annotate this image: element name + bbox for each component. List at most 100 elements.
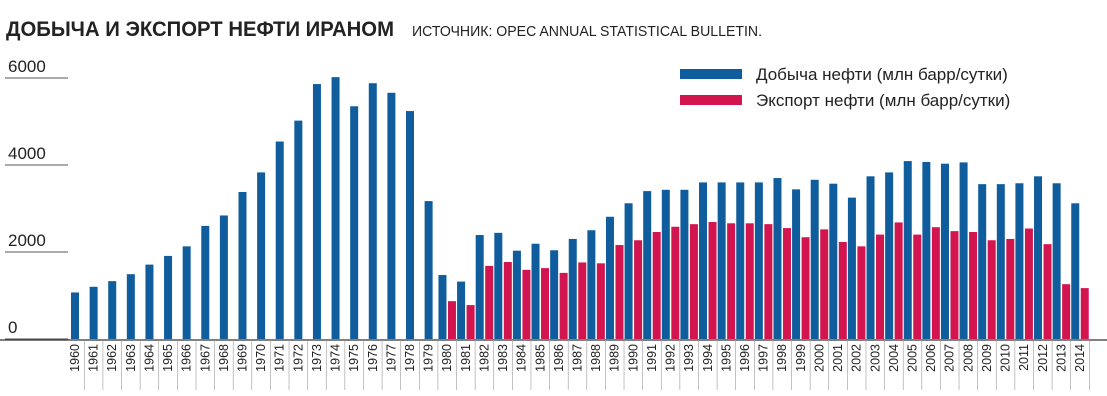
legend-label: Добыча нефти (млн барр/сутки) [756,65,1008,84]
y-tick-label: 4000 [8,144,46,163]
x-tick-label: 1994 [701,344,715,372]
bar [959,162,968,339]
chart-subtitle: ИСТОЧНИК: OPEC ANNUAL STATISTICAL BULLET… [412,23,762,40]
y-tick-label: 6000 [8,57,46,76]
x-tick-label: 1970 [254,344,268,372]
bar [978,184,987,339]
x-tick-label: 2006 [924,344,938,372]
bar [568,238,577,339]
bar [1071,203,1080,339]
bar [531,243,540,339]
bar [810,179,819,339]
x-tick-label: 1978 [403,344,417,372]
x-tick-label: 1975 [347,344,361,372]
bar [913,234,922,339]
bar [922,161,931,339]
bar [596,263,605,339]
legend-swatch [680,95,742,105]
x-tick-label: 2010 [999,344,1013,372]
bar [754,182,763,339]
bar [1062,284,1071,339]
x-tick-label: 2013 [1054,344,1068,372]
legend-label: Экспорт нефти (млн барр/сутки) [756,91,1010,110]
bar [331,77,340,339]
x-tick-label: 2000 [812,344,826,372]
x-tick-label: 1969 [236,344,250,372]
bar [219,215,228,339]
bar [350,106,359,340]
bar [368,83,377,339]
bar [201,225,210,339]
x-tick-label: 1965 [161,344,175,372]
x-tick-label: 1985 [533,344,547,372]
x-tick-label: 2002 [850,344,864,372]
x-tick-label: 2011 [1017,344,1031,371]
bar [689,224,698,339]
bar [312,84,321,339]
x-tick-label: 1993 [682,344,696,372]
bar [1080,288,1089,339]
legend-swatch [680,69,742,79]
bar [126,274,135,339]
x-tick-label: 1997 [757,344,771,372]
bar [652,231,661,339]
x-tick-label: 2001 [831,344,845,372]
bar [1043,244,1052,339]
bar [708,221,717,339]
bar [987,240,996,339]
bar [736,182,745,339]
bar [876,234,885,339]
bar [578,262,587,339]
bar [485,265,494,339]
bar [931,227,940,339]
bar [71,292,79,339]
x-tick-label: 1989 [608,344,622,372]
bar [727,223,736,339]
x-tick-label: 1963 [124,344,138,372]
x-tick-label: 1972 [291,344,305,372]
bar [1034,176,1043,339]
bar [717,182,726,339]
x-tick-label: 1986 [552,344,566,372]
bar [996,184,1005,339]
x-tick-label: 1987 [571,344,585,372]
x-tick-label: 1977 [384,344,398,372]
bar [838,241,847,339]
x-tick-label: 1982 [477,344,491,372]
bar [406,111,414,339]
x-tick-label: 1991 [645,344,659,372]
bar [847,197,856,339]
bar [182,246,191,339]
bar [387,92,396,339]
bar [680,189,689,339]
bar [745,223,754,339]
bar [950,231,959,339]
bar [671,226,680,339]
x-tick-label: 1968 [217,344,231,372]
bar [894,222,903,339]
bar [857,246,866,339]
bar [512,250,521,339]
bar [466,305,475,339]
x-tick-label: 1990 [626,344,640,372]
bar [969,231,978,339]
x-tick-label: 1976 [366,344,380,372]
x-tick-label: 1961 [87,344,101,372]
x-tick-label: 1995 [719,344,733,372]
bar [940,163,949,339]
bar [275,141,284,339]
x-tick-label: 2014 [1073,344,1087,372]
bar [550,250,559,339]
bar [238,191,247,339]
x-tick-label: 1964 [142,344,156,372]
x-tick-label: 1981 [459,344,473,372]
bar [1052,183,1061,339]
bar [541,268,550,339]
y-tick-label: 2000 [8,231,46,250]
bar [820,229,829,339]
x-tick-label: 2008 [961,344,975,372]
bar [1015,183,1024,339]
bar [438,275,447,339]
x-tick-label: 1960 [68,344,82,372]
